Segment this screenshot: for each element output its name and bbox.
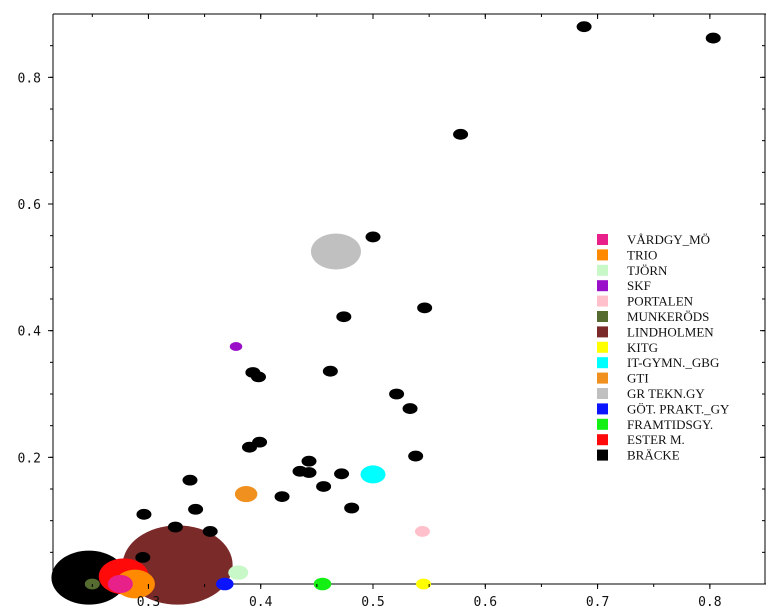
point-br-cke-4	[365, 231, 381, 243]
point-br-cke-5	[417, 302, 433, 314]
legend-label: VÅRDGY_MÖ	[627, 232, 710, 247]
legend-swatch	[597, 449, 608, 461]
legend-swatch	[597, 403, 608, 415]
point-it-gymn-gbg-0	[360, 465, 386, 484]
legend-label: IT-GYMN._GBG	[627, 355, 719, 370]
point-br-cke-26	[202, 526, 218, 537]
point-g-t-prakt-gy-0	[216, 577, 234, 591]
legend-swatch	[597, 418, 608, 430]
point-br-cke-14	[408, 450, 424, 462]
point-br-cke-15	[301, 455, 317, 467]
legend-label: KITG	[627, 340, 658, 355]
point-br-cke-11	[402, 403, 418, 414]
legend-swatch	[597, 264, 608, 276]
x-tick-label: 0.4	[249, 595, 273, 610]
point-br-cke-18	[334, 468, 350, 480]
point-gr-tekn-gy-0	[310, 233, 361, 270]
legend-swatch	[597, 249, 608, 261]
legend-label: FRAMTIDSGY.	[627, 417, 713, 432]
legend-swatch	[597, 295, 608, 307]
x-tick-label: 0.5	[361, 595, 384, 610]
point-br-cke-9	[250, 371, 266, 383]
point-br-cke-13	[241, 441, 257, 453]
legend-label: LINDHOLMEN	[627, 324, 714, 339]
point-br-cke-1	[576, 21, 592, 33]
legend-swatch	[597, 372, 608, 384]
legend-label: BRÄCKE	[627, 448, 680, 463]
point-kitg-0	[416, 578, 432, 590]
axis-layer: 0.3 0.4 0.5 0.6 0.7 0.8 0.2 0.4 0.6 0.8	[18, 14, 765, 610]
point-br-cke-2	[705, 32, 721, 44]
legend-swatch	[597, 341, 608, 353]
y-tick-label: 0.4	[18, 325, 42, 340]
point-br-cke-10	[389, 388, 405, 400]
point-br-cke-23	[188, 503, 204, 515]
legend-swatch	[597, 311, 608, 322]
x-tick-label: 0.6	[474, 595, 497, 610]
point-br-cke-6	[336, 311, 352, 323]
legend-swatch	[597, 280, 608, 292]
point-portalen-0	[414, 526, 430, 537]
point-br-cke-3	[453, 128, 469, 140]
legend-swatch	[597, 234, 608, 245]
point-br-cke-20	[316, 481, 332, 492]
point-br-cke-21	[274, 491, 290, 502]
point-skf-0	[229, 342, 243, 351]
point-br-cke-24	[136, 508, 152, 520]
point-br-cke-22	[344, 502, 360, 514]
y-tick-label: 0.2	[18, 451, 41, 466]
point-br-cke-25	[167, 521, 183, 533]
legend-label: TJÖRN	[627, 263, 668, 278]
series-layer	[51, 21, 721, 605]
point-tj-rn-0	[228, 565, 249, 580]
legend-swatch	[597, 357, 608, 369]
legend-swatch	[597, 326, 608, 338]
y-tick-label: 0.8	[18, 71, 41, 86]
x-tick-label: 0.7	[586, 595, 609, 610]
legend-label: ESTER M.	[627, 432, 685, 447]
point-br-cke-7	[322, 365, 338, 377]
point-br-cke-19	[182, 474, 198, 486]
legend-label: SKF	[627, 278, 651, 293]
point-v-rdgy-m--0	[107, 575, 133, 593]
legend-label: GTI	[627, 371, 649, 386]
legend-label: PORTALEN	[627, 294, 694, 309]
legend: VÅRDGY_MÖTRIOTJÖRNSKFPORTALENMUNKERÖDSLI…	[597, 232, 730, 463]
point-gti-0	[234, 485, 258, 503]
legend-swatch	[597, 434, 608, 446]
point-br-cke-27	[135, 552, 151, 563]
y-tick-label: 0.6	[18, 198, 41, 213]
point-br-cke-17	[301, 467, 317, 478]
legend-label: GÖT. PRAKT._GY	[627, 401, 730, 416]
legend-label: GR TEKN.GY	[627, 386, 705, 401]
legend-label: TRIO	[627, 247, 657, 262]
legend-swatch	[597, 388, 608, 399]
x-tick-label: 0.8	[698, 595, 721, 610]
point-framtidsgy--0	[313, 577, 332, 591]
legend-label: MUNKERÖDS	[627, 309, 709, 324]
x-tick-label: 0.3	[137, 595, 160, 610]
